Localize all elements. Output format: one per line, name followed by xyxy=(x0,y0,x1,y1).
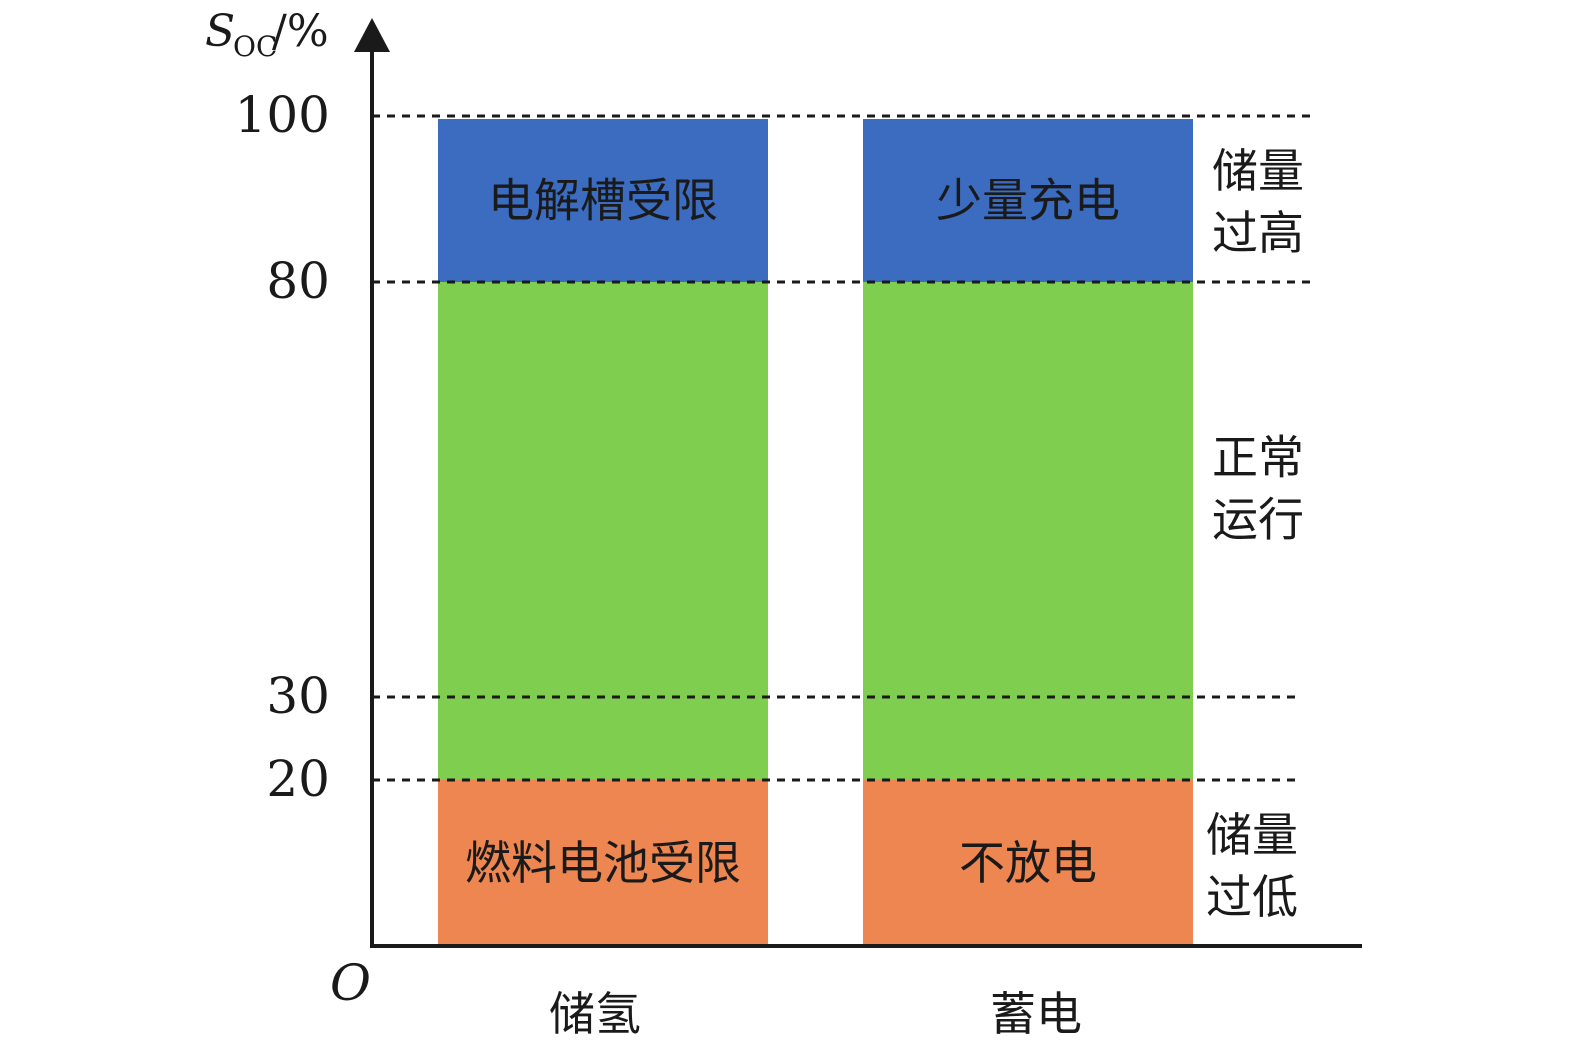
threshold-lines xyxy=(372,114,1312,782)
y-tick-label: 20 xyxy=(266,750,330,808)
axes xyxy=(354,18,1362,948)
y-axis-title-main: S xyxy=(205,6,235,57)
origin-label: O xyxy=(330,954,371,1012)
x-category-label: 储氢 xyxy=(549,987,641,1041)
y-tick-labels: 100 80 30 20 xyxy=(235,86,330,808)
bar-segment xyxy=(438,780,768,946)
y-axis-title-unit: /% xyxy=(272,6,329,57)
y-axis-arrow-icon xyxy=(354,18,390,52)
y-tick-label: 80 xyxy=(266,252,330,310)
bar-segment xyxy=(863,119,1193,282)
zone-label-line: 运行 xyxy=(1212,492,1304,546)
zone-label-line: 过低 xyxy=(1206,870,1298,924)
y-axis-title: S OC /% xyxy=(205,6,329,63)
segment-label: 不放电 xyxy=(959,836,1097,890)
y-tick-label: 100 xyxy=(235,86,330,144)
zone-label-line: 正常 xyxy=(1212,430,1304,484)
x-category-label: 蓄电 xyxy=(990,987,1082,1041)
zone-label-line: 储量 xyxy=(1206,808,1298,862)
zone-label-line: 过高 xyxy=(1212,206,1304,260)
segment-label: 少量充电 xyxy=(936,174,1120,228)
bar-segment xyxy=(438,119,768,282)
bars-layer xyxy=(438,119,1193,946)
zone-label-line: 储量 xyxy=(1212,144,1304,198)
bar-segment xyxy=(438,282,768,780)
y-axis-title-sub: OC xyxy=(233,30,277,63)
bar-segment xyxy=(863,282,1193,780)
bar-segment xyxy=(863,780,1193,946)
segment-label: 燃料电池受限 xyxy=(465,836,741,890)
segment-label: 电解槽受限 xyxy=(488,174,718,228)
y-tick-label: 30 xyxy=(266,667,330,725)
x-category-labels: 储氢 蓄电 xyxy=(549,987,1082,1041)
